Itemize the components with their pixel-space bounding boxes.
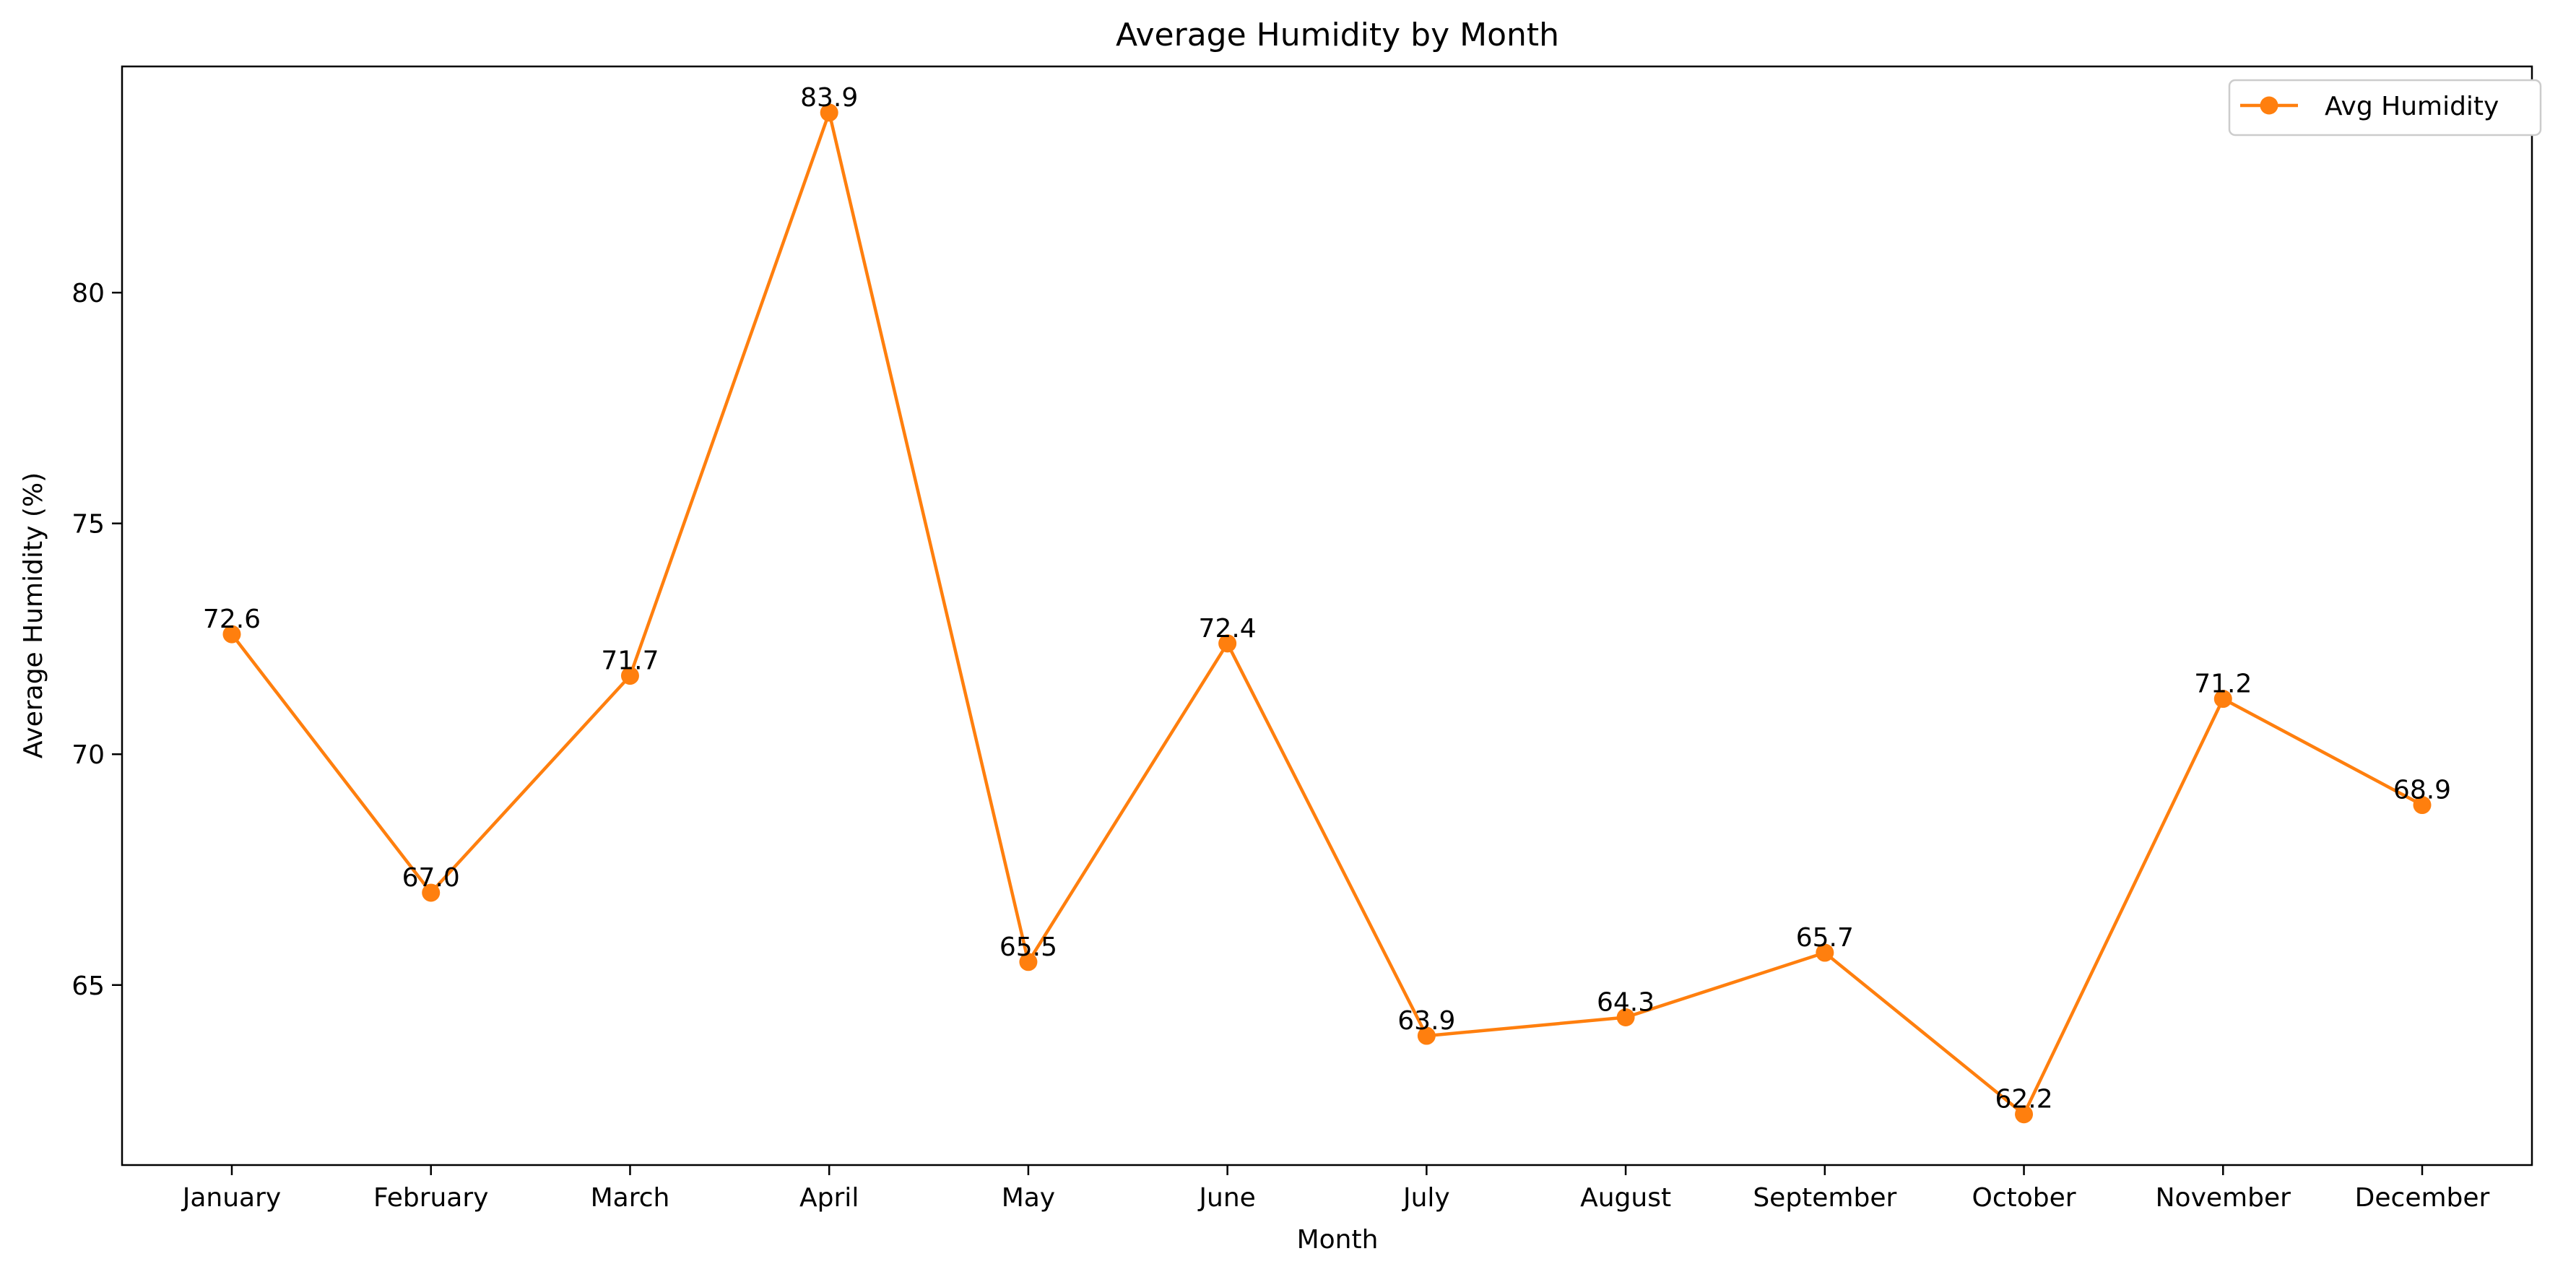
series-markers: [222, 103, 2432, 1124]
y-tick-label: 75: [71, 510, 105, 540]
data-label: 64.3: [1597, 987, 1655, 1017]
data-label: 65.5: [999, 932, 1057, 962]
x-tick-label: August: [1580, 1183, 1671, 1213]
data-point-marker: [422, 883, 441, 902]
x-axis-label: Month: [1297, 1225, 1379, 1255]
data-point-marker: [2213, 690, 2232, 709]
x-tick-label: December: [2355, 1183, 2490, 1213]
x-tick-label: April: [799, 1183, 859, 1213]
legend-frame: [2228, 79, 2542, 137]
x-tick-label: June: [1197, 1183, 1255, 1213]
data-label: 68.9: [2393, 776, 2451, 805]
data-point-marker: [1816, 943, 1834, 962]
x-axis-ticks: January February March April May June July Augu…: [181, 1165, 2490, 1213]
x-tick-label: February: [373, 1183, 489, 1213]
x-tick-label: November: [2156, 1183, 2291, 1213]
x-tick-label: July: [1402, 1183, 1450, 1213]
data-point-marker: [222, 625, 241, 644]
data-label: 83.9: [800, 83, 858, 113]
data-point-marker: [1218, 634, 1237, 653]
data-label: 71.2: [2194, 670, 2252, 699]
data-point-marker: [2413, 796, 2432, 815]
data-label: 72.4: [1199, 614, 1257, 644]
y-axis-ticks: 65 70 75 80: [71, 279, 122, 1001]
chart-title: Average Humidity by Month: [1116, 17, 1559, 53]
data-label: 63.9: [1397, 1006, 1455, 1036]
y-tick-label: 65: [71, 971, 105, 1001]
x-tick-label: October: [1972, 1183, 2076, 1213]
data-point-marker: [1417, 1026, 1436, 1045]
y-tick-label: 80: [71, 279, 105, 308]
x-tick-label: January: [181, 1183, 281, 1213]
data-label: 71.7: [601, 646, 659, 676]
data-point-marker: [820, 103, 838, 122]
x-tick-label: March: [591, 1183, 670, 1213]
data-label: 72.6: [203, 605, 261, 634]
legend: Avg Humidity: [2228, 79, 2542, 137]
x-tick-label: September: [1753, 1183, 1896, 1213]
data-point-marker: [1616, 1008, 1635, 1026]
data-point-marker: [1019, 953, 1038, 971]
data-point-marker: [620, 667, 639, 685]
data-label: 65.7: [1796, 923, 1854, 953]
data-point-marker: [2015, 1105, 2034, 1124]
series-line-avg-humidity: [230, 111, 2424, 1116]
x-tick-label: May: [1002, 1183, 1055, 1213]
data-label: 67.0: [402, 863, 460, 893]
data-label: 62.2: [1995, 1085, 2052, 1114]
y-axis-label: Average Humidity (%): [19, 472, 48, 758]
y-tick-label: 70: [71, 740, 105, 770]
data-labels: 72.6 67.0 71.7 83.9 65.5 72.4 63.9 64.3 65.7 62.2…: [203, 83, 2451, 1114]
plot-area-frame: [121, 65, 2533, 1166]
legend-label: Avg Humidity: [2325, 92, 2499, 121]
legend-marker-swatch: [2260, 96, 2278, 115]
